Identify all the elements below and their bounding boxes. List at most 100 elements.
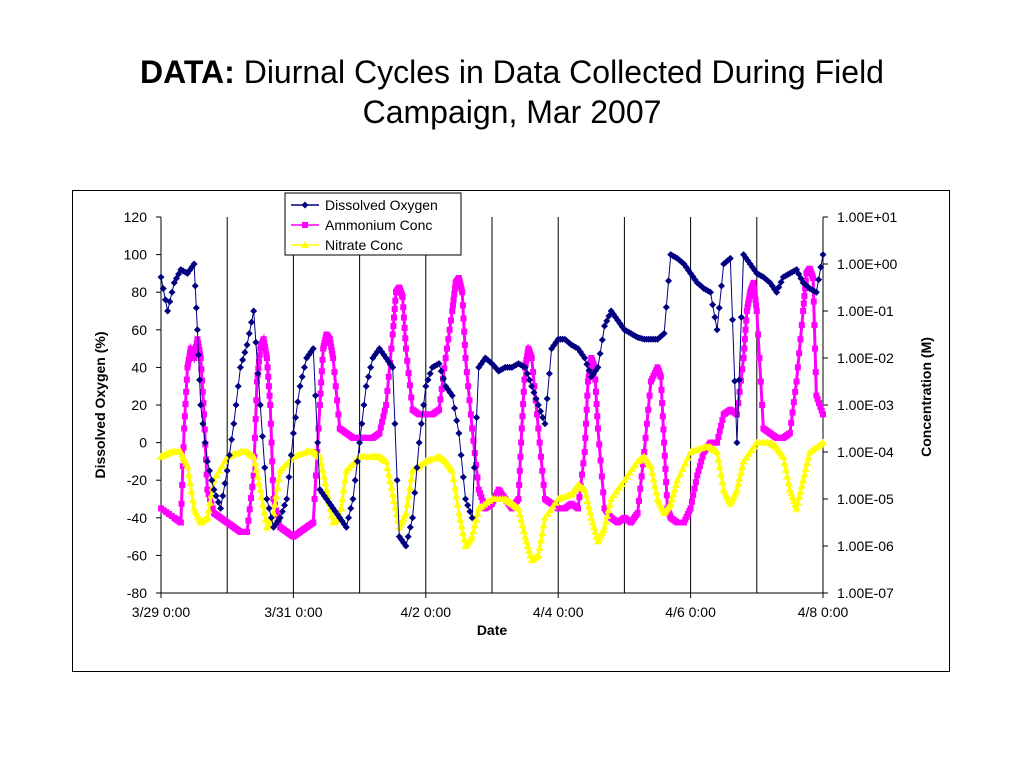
data-point [449,308,456,314]
data-point [466,397,473,404]
y-right-tick-label: 1.00E-04 [837,444,894,460]
data-point [404,357,411,364]
data-point [360,401,368,409]
data-point [183,388,190,395]
data-point [446,388,454,396]
data-point [399,293,406,300]
data-point [751,291,758,298]
data-point [191,355,198,361]
data-point [214,498,222,506]
data-point [811,322,818,329]
data-point [817,263,825,271]
data-point [535,425,542,432]
data-point [258,500,267,508]
data-point [718,478,727,486]
data-point [415,439,423,447]
data-point [801,464,810,472]
data-point [243,341,251,349]
data-point [478,494,485,501]
data-point [800,300,807,307]
data-point [551,498,560,506]
data-point [392,297,399,304]
data-point [450,404,458,412]
data-point [678,464,687,472]
data-point [519,413,526,420]
data-point [263,351,270,358]
data-point [459,289,466,296]
data-point [451,285,458,292]
data-point [585,367,593,375]
data-point [581,449,588,455]
data-point [400,539,408,547]
data-point [750,442,759,450]
data-point [424,376,432,384]
data-point [696,463,703,470]
data-point [334,397,341,404]
data-point [648,468,657,476]
y-right-tick-label: 1.00E-06 [837,538,894,554]
data-point [470,464,478,472]
data-point [713,448,722,455]
data-point [582,491,591,499]
data-point [252,338,260,346]
data-point [786,430,793,437]
data-point [658,386,665,393]
data-point [255,358,262,365]
data-point [330,355,337,361]
data-point [387,483,396,491]
data-point [617,479,626,487]
data-point [262,347,269,354]
data-point [600,523,609,531]
data-point [792,388,799,395]
data-point [453,417,461,425]
data-point [467,411,474,418]
data-point [384,387,391,394]
data-point [331,369,338,376]
data-point [532,395,540,403]
data-point [464,501,472,509]
data-point [191,282,199,290]
data-point [793,378,800,385]
data-point [239,356,247,364]
data-point [402,542,410,550]
data-point [472,515,481,523]
data-point [534,411,541,418]
data-point [514,504,523,512]
data-point [177,519,184,526]
data-point [662,465,669,472]
data-point [200,400,207,407]
data-point [643,420,650,427]
data-point [534,551,543,559]
data-point [263,495,271,503]
data-point [543,395,551,403]
data-point [347,504,355,512]
data-point [456,515,465,523]
y-right-tick-label: 1.00E-05 [837,491,894,507]
data-point [377,424,384,431]
data-point [580,460,587,467]
data-point [698,458,705,465]
data-point [518,425,525,432]
data-point [256,485,265,493]
data-point [420,401,428,409]
data-point [311,496,318,502]
data-point [195,351,203,359]
data-point [408,394,415,401]
data-point [453,500,462,508]
data-point [657,373,664,380]
data-point [732,485,741,493]
data-point [278,508,286,516]
data-point [746,292,753,299]
data-point [521,532,530,540]
data-point [195,343,202,350]
legend-items: Dissolved Oxygen Ammonium Conc Nitrate Con… [291,197,438,253]
data-point [801,292,808,299]
data-point [537,453,544,460]
data-point [790,399,797,406]
data-point [810,275,817,282]
y-left-tick-label: 120 [124,209,148,225]
data-point [326,336,333,343]
data-point [376,430,383,437]
data-point [206,467,214,475]
data-point [188,263,196,271]
